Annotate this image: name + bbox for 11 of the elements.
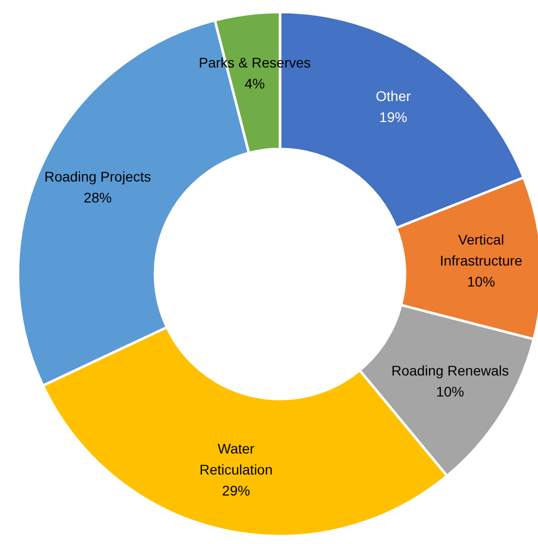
slice-label: Water Reticulation (199, 440, 273, 478)
slice-label: Other (376, 88, 412, 104)
data-label: 19% (379, 108, 408, 125)
slice-label: Vertical Infrastructure (440, 231, 523, 268)
data-label: 29% (222, 482, 250, 498)
data-label: 10% (467, 273, 496, 290)
data-label: 10% (436, 383, 464, 400)
data-label: 4% (244, 75, 265, 92)
slice-label: Roading Projects (44, 168, 151, 184)
slice-label: Roading Renewals (391, 362, 509, 378)
data-label: 28% (84, 189, 112, 206)
